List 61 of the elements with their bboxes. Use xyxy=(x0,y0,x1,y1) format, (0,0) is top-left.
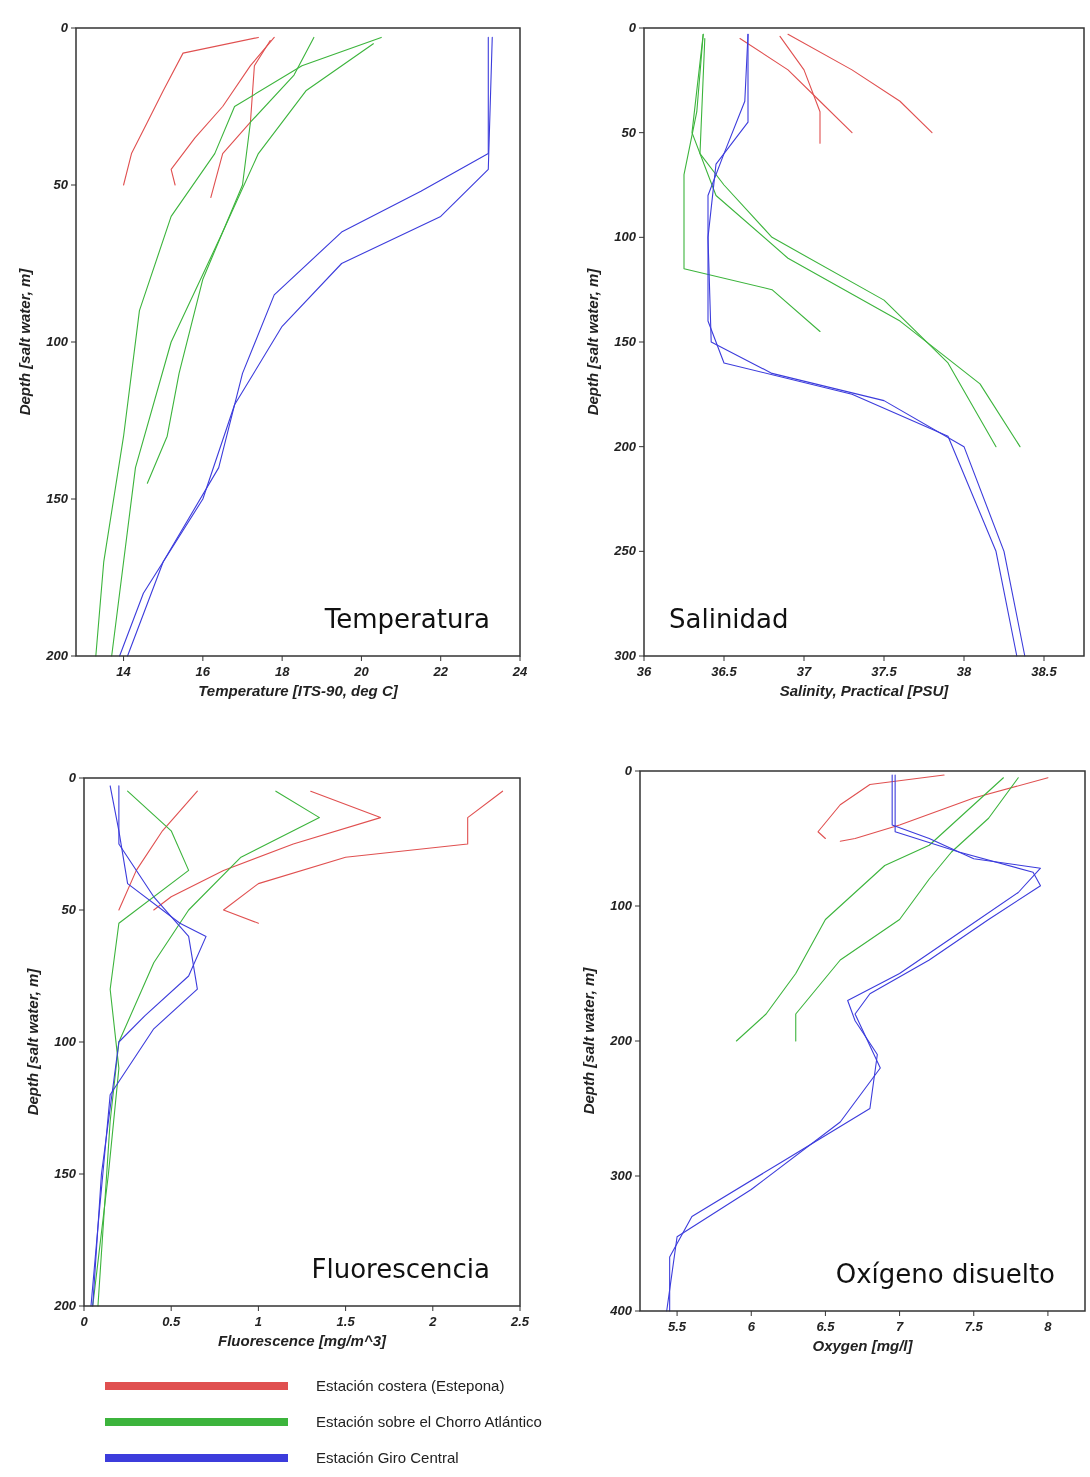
x-axis-title: Temperature [ITS-90, deg C] xyxy=(198,682,399,699)
x-tick-label: 6 xyxy=(747,1319,756,1334)
y-tick-label: 100 xyxy=(54,1034,77,1049)
y-axis-title: Depth [salt water, m] xyxy=(584,267,601,416)
y-tick-label: 300 xyxy=(610,1168,633,1183)
text: Estación sobre el Chorro Atlántico xyxy=(316,1413,542,1430)
x-tick-label: 2 xyxy=(428,1314,438,1329)
y-tick-label: 50 xyxy=(621,124,637,140)
x-tick-label: 38.5 xyxy=(1031,664,1058,679)
y-tick-label: 200 xyxy=(53,1298,77,1313)
x-tick-label: 1.5 xyxy=(336,1314,356,1329)
y-tick-label: 300 xyxy=(614,648,637,663)
text: Estación costera (Estepona) xyxy=(316,1377,505,1394)
y-tick-label: 200 xyxy=(45,648,69,663)
x-tick-label: 7 xyxy=(895,1319,904,1334)
y-axis-title: Depth [salt water, m] xyxy=(16,267,33,416)
x-tick-label: 7.5 xyxy=(964,1319,984,1334)
x-tick-label: 36 xyxy=(636,664,652,679)
x-tick-label: 20 xyxy=(353,664,370,679)
y-tick-label: 100 xyxy=(46,334,69,349)
x-tick-label: 37 xyxy=(796,664,812,679)
y-tick-label: 100 xyxy=(614,229,637,245)
text: Oxígeno disuelto xyxy=(835,1259,1055,1289)
text: Estación Giro Central xyxy=(316,1449,459,1466)
y-tick-label: 50 xyxy=(53,177,69,192)
y-tick-label: 150 xyxy=(46,491,69,506)
y-tick-label: 200 xyxy=(613,438,637,454)
y-axis-title: Depth [salt water, m] xyxy=(580,966,597,1115)
text: Salinidad xyxy=(669,604,789,634)
x-tick-label: 1 xyxy=(254,1314,263,1329)
x-tick-label: 36.5 xyxy=(711,664,738,679)
x-axis-title: Salinity, Practical [PSU] xyxy=(779,682,950,699)
y-tick-label: 50 xyxy=(61,902,77,917)
x-tick-label: 2.5 xyxy=(509,1314,530,1329)
text: Fluorescencia xyxy=(311,1254,490,1284)
y-tick-label: 150 xyxy=(614,334,637,349)
text: Temperatura xyxy=(323,604,490,634)
x-tick-label: 18 xyxy=(274,664,291,679)
y-tick-label: 100 xyxy=(610,898,633,913)
x-tick-label: 6.5 xyxy=(816,1319,836,1334)
x-axis-title: Fluorescence [mg/m^3] xyxy=(218,1332,387,1349)
x-tick-label: 8 xyxy=(1044,1319,1053,1334)
y-tick-label: 0 xyxy=(624,763,633,778)
y-tick-label: 0 xyxy=(68,770,77,785)
x-tick-label: 0 xyxy=(80,1314,89,1329)
x-tick-label: 38 xyxy=(956,664,972,679)
y-tick-label: 250 xyxy=(613,543,637,559)
y-tick-label: 400 xyxy=(609,1303,633,1318)
x-tick-label: 22 xyxy=(432,664,449,679)
x-tick-label: 37.5 xyxy=(871,664,898,679)
x-tick-label: 14 xyxy=(116,664,132,679)
y-tick-label: 150 xyxy=(54,1166,77,1181)
x-tick-label: 0.5 xyxy=(162,1314,181,1329)
y-tick-label: 0 xyxy=(60,20,69,35)
x-axis-title: Oxygen [mg/l] xyxy=(812,1337,914,1354)
y-tick-label: 200 xyxy=(609,1033,633,1048)
y-tick-label: 0 xyxy=(628,20,637,35)
y-axis-title: Depth [salt water, m] xyxy=(24,967,41,1116)
x-tick-label: 24 xyxy=(511,664,528,679)
x-tick-label: 16 xyxy=(195,664,211,679)
x-tick-label: 5.5 xyxy=(668,1319,687,1334)
